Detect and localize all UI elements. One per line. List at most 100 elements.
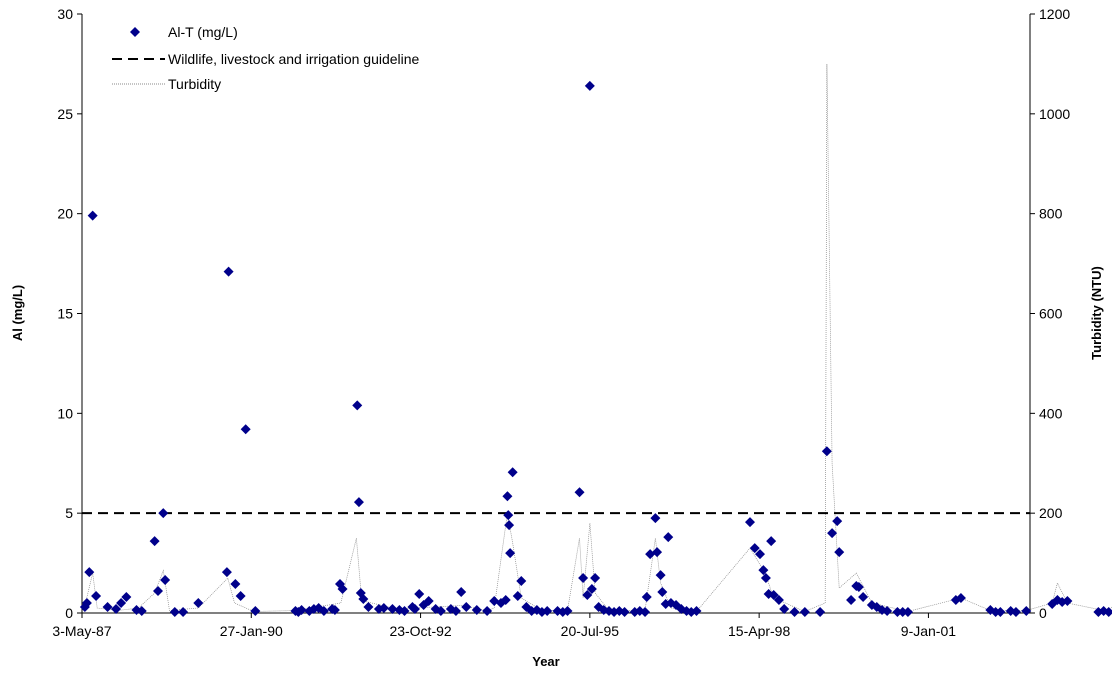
al-data-point (897, 607, 908, 618)
y-tick-label: 5 (65, 505, 73, 521)
al-data-point (799, 607, 810, 618)
al-data-point (789, 607, 800, 618)
al-data-point (160, 575, 171, 586)
al-data-point (834, 547, 845, 558)
al-data-point (815, 607, 826, 618)
al-data-point (586, 584, 597, 595)
al-data-point (502, 491, 513, 502)
y2-tick-label: 800 (1039, 206, 1063, 222)
al-data-point (640, 607, 651, 618)
y2-tick-label: 200 (1039, 505, 1063, 521)
al-data-point (363, 602, 374, 613)
y-tick-label: 30 (57, 6, 73, 22)
al-data-point (358, 594, 369, 605)
al-data-point (81, 598, 92, 609)
al-data-point (846, 595, 857, 606)
al-data-point (329, 605, 340, 616)
axis-ticks: 0 5 10 15 20 25 30 0 200 400 600 800 1000 1200 3-May-8… (52, 6, 1070, 639)
al-data-point (149, 536, 160, 547)
y-tick-label: 25 (57, 106, 73, 122)
al-data-point (892, 607, 903, 618)
al-data-point (754, 549, 765, 560)
al-data-point (178, 607, 189, 618)
x-tick-label: 23-Oct-92 (389, 623, 451, 639)
al-data-point (1010, 607, 1021, 618)
al-data-point (296, 605, 307, 616)
al-data-point (456, 587, 467, 598)
legend-label-guideline: Wildlife, livestock and irrigation guide… (168, 51, 420, 67)
al-data-point (500, 595, 511, 606)
al-data-point (158, 508, 169, 519)
al-data-point (1062, 596, 1073, 607)
x-tick-label: 15-Apr-98 (728, 623, 790, 639)
al-data-point (116, 598, 127, 609)
al-data-point (1103, 607, 1112, 618)
al-data-point (423, 596, 434, 607)
al-data-point (562, 606, 573, 617)
al-data-point (832, 516, 843, 527)
al-data-point (652, 547, 663, 558)
al-data-point (111, 604, 122, 615)
al-data-point (505, 548, 516, 559)
y-tick-label: 15 (57, 306, 73, 322)
al-data-point (318, 606, 329, 617)
al-data-point (1021, 606, 1032, 617)
al-data-point (136, 606, 147, 617)
plot-area (81, 14, 1031, 614)
al-data-point (240, 424, 251, 435)
al-data-point (102, 602, 113, 613)
al-data-point (760, 573, 771, 584)
al-data-point (650, 513, 661, 524)
al-data-point (121, 592, 132, 603)
x-tick-label: 3-May-87 (52, 623, 111, 639)
al-data-point (821, 446, 832, 457)
al-data-point (582, 590, 593, 601)
al-data-point (223, 266, 234, 277)
al-data-point (619, 607, 630, 618)
al-data-point (745, 517, 756, 528)
x-axis-title: Year (532, 654, 559, 669)
al-data-point (503, 510, 514, 521)
al-data-point (482, 606, 493, 617)
al-data-point (337, 584, 348, 595)
al-data-point (758, 565, 769, 576)
al-data-point (352, 400, 363, 411)
al-data-point (221, 567, 232, 578)
al-data-point (435, 606, 446, 617)
legend-label-turbidity: Turbidity (168, 76, 221, 92)
al-data-point (450, 606, 461, 617)
al-data-point (655, 570, 666, 581)
al-data-point (641, 592, 652, 603)
al-data-point (169, 607, 180, 618)
legend: Al-T (mg/L) Wildlife, livestock and irri… (112, 24, 420, 92)
turbidity-series (84, 63, 1112, 612)
y2-tick-label: 0 (1039, 605, 1047, 621)
al-data-point (193, 598, 204, 609)
al-data-point (516, 576, 527, 587)
al-data-point (512, 591, 523, 602)
al-data-point (858, 592, 869, 603)
y-tick-label: 10 (57, 405, 73, 421)
al-data-point (584, 80, 595, 91)
al-data-point (691, 606, 702, 617)
al-data-point (902, 607, 913, 618)
al-data-point (387, 604, 398, 615)
al-data-point (409, 604, 420, 615)
al-data-point (414, 589, 425, 600)
x-tick-label: 20-Jul-95 (561, 623, 620, 639)
al-data-point (250, 606, 261, 617)
al-data-point (657, 587, 668, 598)
al-data-point (353, 497, 364, 508)
legend-label-al: Al-T (mg/L) (168, 24, 238, 40)
al-data-point (590, 573, 601, 584)
y2-tick-label: 1000 (1039, 106, 1070, 122)
al-data-point (504, 520, 515, 531)
al-data-point (779, 604, 790, 615)
al-data-point (471, 605, 482, 616)
legend-marker-al-diamond (130, 27, 140, 37)
x-tick-label: 27-Jan-90 (220, 623, 283, 639)
al-data-point (91, 591, 102, 602)
y-tick-label: 0 (65, 605, 73, 621)
al-data-point (663, 532, 674, 543)
